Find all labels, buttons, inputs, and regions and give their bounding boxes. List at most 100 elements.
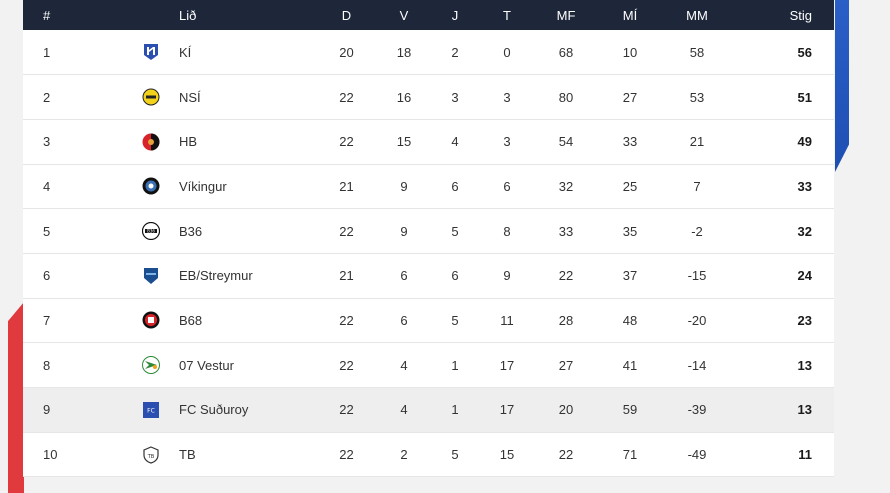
drawn-value: 2: [451, 44, 459, 60]
won-value: 15: [396, 134, 412, 150]
points-value: 23: [797, 312, 812, 328]
header-points[interactable]: Stig: [789, 7, 812, 23]
drawn-value: 5: [451, 312, 459, 328]
team-name: NSÍ: [179, 89, 201, 105]
won-value: 18: [396, 44, 412, 60]
won-value: 4: [400, 402, 408, 418]
goals-against-value: 33: [622, 134, 638, 150]
played-value: 21: [339, 268, 354, 284]
team-name: KÍ: [179, 44, 192, 60]
goals-against-value: 48: [622, 312, 638, 328]
vikingur-crest-icon: [142, 177, 160, 195]
tb-crest-icon: TB: [142, 445, 160, 464]
goals-for-value: 28: [558, 312, 574, 328]
goal-difference-value: -39: [687, 402, 707, 418]
won-value: 9: [400, 178, 408, 194]
table-row[interactable]: 3 HB 22 15 4 3 54 33 21 49: [23, 119, 834, 165]
points-value: 33: [797, 178, 812, 194]
lost-value: 0: [503, 44, 511, 60]
nsi-crest-icon: [142, 88, 160, 106]
row-position: 4: [43, 178, 51, 194]
standings-table-container: # Lið D V J T MF MÍ MM Stig 1 KÍ 20 18 2 0 68 1…: [23, 0, 834, 478]
goals-against-value: 27: [622, 89, 638, 105]
goal-difference-value: -20: [687, 312, 707, 328]
header-team[interactable]: Lið: [179, 7, 197, 23]
table-row[interactable]: 8 07 Vestur 22 4 1 17 27 41 -14 13: [23, 343, 834, 388]
b68-crest-icon: [142, 311, 160, 329]
goal-difference-value: 21: [689, 134, 705, 150]
table-row[interactable]: 2 NSÍ 22 16 3 3 80 27 53 51: [23, 75, 834, 120]
table-row[interactable]: 4 Víkingur 21 9 6 6 32 25 7 33: [23, 164, 834, 209]
goals-for-value: 20: [558, 402, 574, 418]
goal-difference-value: 58: [689, 44, 705, 60]
team-logo: [123, 253, 179, 298]
team-name: Víkingur: [179, 178, 227, 194]
drawn-value: 1: [451, 402, 459, 418]
goals-for-value: 33: [558, 223, 574, 239]
header-goal-difference[interactable]: MM: [686, 7, 708, 23]
row-position: 3: [43, 134, 51, 150]
team-logo: [123, 75, 179, 120]
goals-against-value: 41: [622, 357, 638, 373]
drawn-value: 4: [451, 134, 459, 150]
row-position: 5: [43, 223, 51, 239]
won-value: 6: [400, 312, 408, 328]
svg-text:FC: FC: [147, 407, 155, 414]
drawn-value: 6: [451, 268, 459, 284]
team-logo: [123, 343, 179, 388]
played-value: 21: [339, 178, 354, 194]
team-logo: [123, 164, 179, 209]
table-row[interactable]: 6 EB/Streymur 21 6 6 9 22 37 -15 24: [23, 253, 834, 299]
row-position: 2: [43, 89, 51, 105]
row-position: 9: [43, 402, 51, 418]
table-row[interactable]: 9 FC FC Suðuroy 22 4 1 17 20 59 -39 13: [23, 387, 834, 433]
header-goals-against[interactable]: MÍ: [622, 7, 638, 23]
team-logo: TB: [123, 432, 179, 477]
lost-value: 3: [503, 89, 511, 105]
goals-against-value: 10: [622, 44, 638, 60]
header-won[interactable]: V: [399, 7, 409, 23]
fc-suduroy-crest-icon: FC: [142, 401, 160, 419]
played-value: 22: [339, 134, 354, 150]
points-value: 11: [798, 447, 812, 463]
played-value: 22: [339, 312, 354, 328]
lost-value: 17: [499, 402, 515, 418]
hb-crest-icon: [142, 133, 160, 151]
lost-value: 11: [500, 312, 514, 328]
team-name: FC Suðuroy: [179, 402, 249, 418]
table-row[interactable]: 1 KÍ 20 18 2 0 68 10 58 56: [23, 30, 834, 75]
points-value: 13: [797, 357, 812, 373]
goal-difference-value: -2: [691, 223, 703, 239]
team-name: B68: [179, 312, 203, 328]
goals-against-value: 71: [622, 447, 638, 463]
team-name: EB/Streymur: [179, 268, 253, 284]
row-position: 1: [43, 44, 51, 60]
team-name: 07 Vestur: [179, 357, 234, 373]
goals-against-value: 25: [622, 178, 638, 194]
goals-for-value: 22: [558, 268, 574, 284]
points-value: 13: [797, 402, 812, 418]
header-played[interactable]: D: [341, 7, 352, 23]
table-row[interactable]: 7 B68 22 6 5 11 28 48 -20 23: [23, 298, 834, 343]
team-logo: [123, 119, 179, 164]
team-name: TB: [179, 447, 196, 463]
drawn-value: 6: [451, 178, 459, 194]
goals-for-value: 68: [558, 44, 574, 60]
header-lost[interactable]: T: [503, 7, 511, 23]
header-position[interactable]: #: [43, 7, 51, 23]
points-value: 24: [797, 268, 812, 284]
table-row[interactable]: 5 B36 B36 22 9 5 8 33 35 -2 32: [23, 209, 834, 254]
goal-difference-value: 53: [689, 89, 705, 105]
goals-against-value: 59: [622, 402, 638, 418]
goal-difference-value: 7: [693, 178, 701, 194]
lost-value: 8: [503, 223, 511, 239]
drawn-value: 5: [451, 447, 459, 463]
header-goals-for[interactable]: MF: [556, 7, 576, 23]
header-drawn[interactable]: J: [451, 7, 459, 23]
table-row[interactable]: 10 TB TB 22 2 5 15 22 71 -49 11: [23, 432, 834, 477]
header-logo-spacer: [123, 0, 179, 30]
team-name: HB: [179, 134, 198, 150]
won-value: 9: [400, 223, 408, 239]
lost-value: 6: [503, 178, 511, 194]
